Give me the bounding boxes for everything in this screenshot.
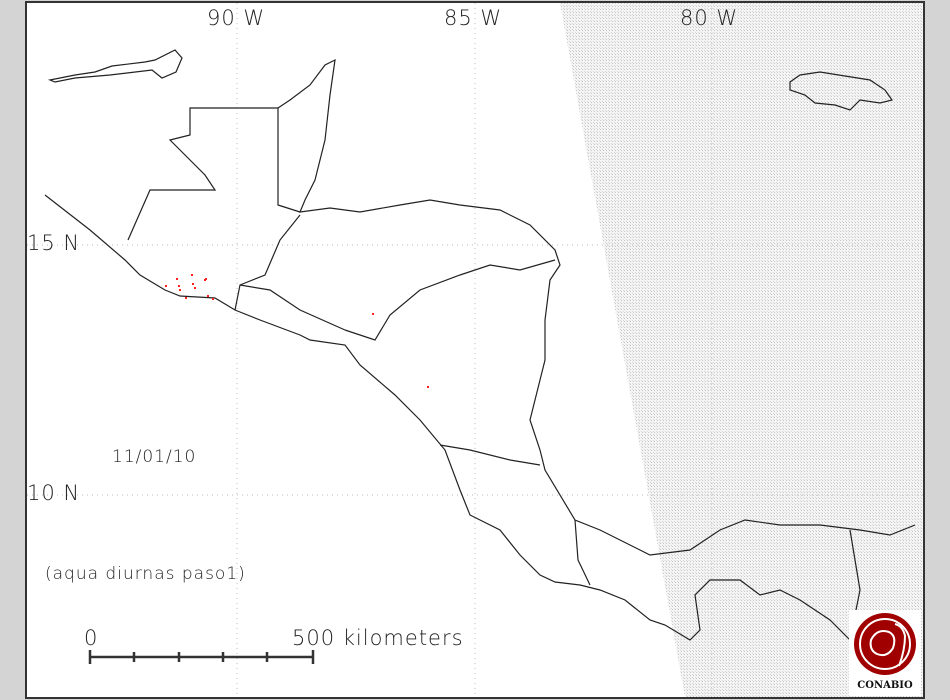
hotspot-point [205, 278, 207, 280]
cuba-coast [47, 49, 183, 83]
hotspot-point [372, 313, 374, 315]
hotspot-point [427, 386, 429, 388]
scale-start-label: 0 [84, 626, 99, 650]
longitude-label: 90 W [207, 6, 266, 30]
honduras-nicaragua-border [344, 259, 556, 341]
conabio-logo: CONABIO [849, 610, 921, 696]
hotspot-point [178, 285, 180, 287]
scale-bar [88, 650, 315, 664]
costa-rica-panama-border [574, 519, 591, 586]
hotspot-point [179, 289, 181, 291]
longitude-label: 85 W [444, 6, 503, 30]
el-salvador-honduras-border [239, 284, 346, 331]
guatemala-border [127, 107, 301, 241]
hotspot-point [165, 285, 167, 287]
graticule [27, 3, 923, 697]
hotspot-point [207, 295, 209, 297]
honduras-guatemala-border [234, 214, 301, 311]
hotspot-point [176, 278, 178, 280]
caribbean-coast [277, 58, 916, 556]
scale-end-label: 500 kilometers [292, 626, 464, 650]
caption: (aqua diurnas paso1) [45, 564, 246, 584]
hotspot-point [194, 287, 196, 289]
hotspot-point [192, 283, 194, 285]
latitude-label: 15 N [27, 231, 81, 255]
hotspot-point [185, 297, 187, 299]
conabio-emblem-icon [854, 613, 916, 675]
latitude-label: 10 N [27, 481, 81, 505]
nicaragua-costa-rica-border [439, 444, 541, 466]
date-label: 11/01/10 [112, 447, 197, 467]
longitude-label: 80 W [680, 6, 739, 30]
hotspot-point [212, 298, 214, 300]
hotspots [165, 274, 429, 388]
no-coverage-area [560, 3, 923, 697]
pacific-coast [44, 194, 851, 641]
jamaica-coast [789, 71, 893, 111]
hotspot-point [191, 274, 193, 276]
